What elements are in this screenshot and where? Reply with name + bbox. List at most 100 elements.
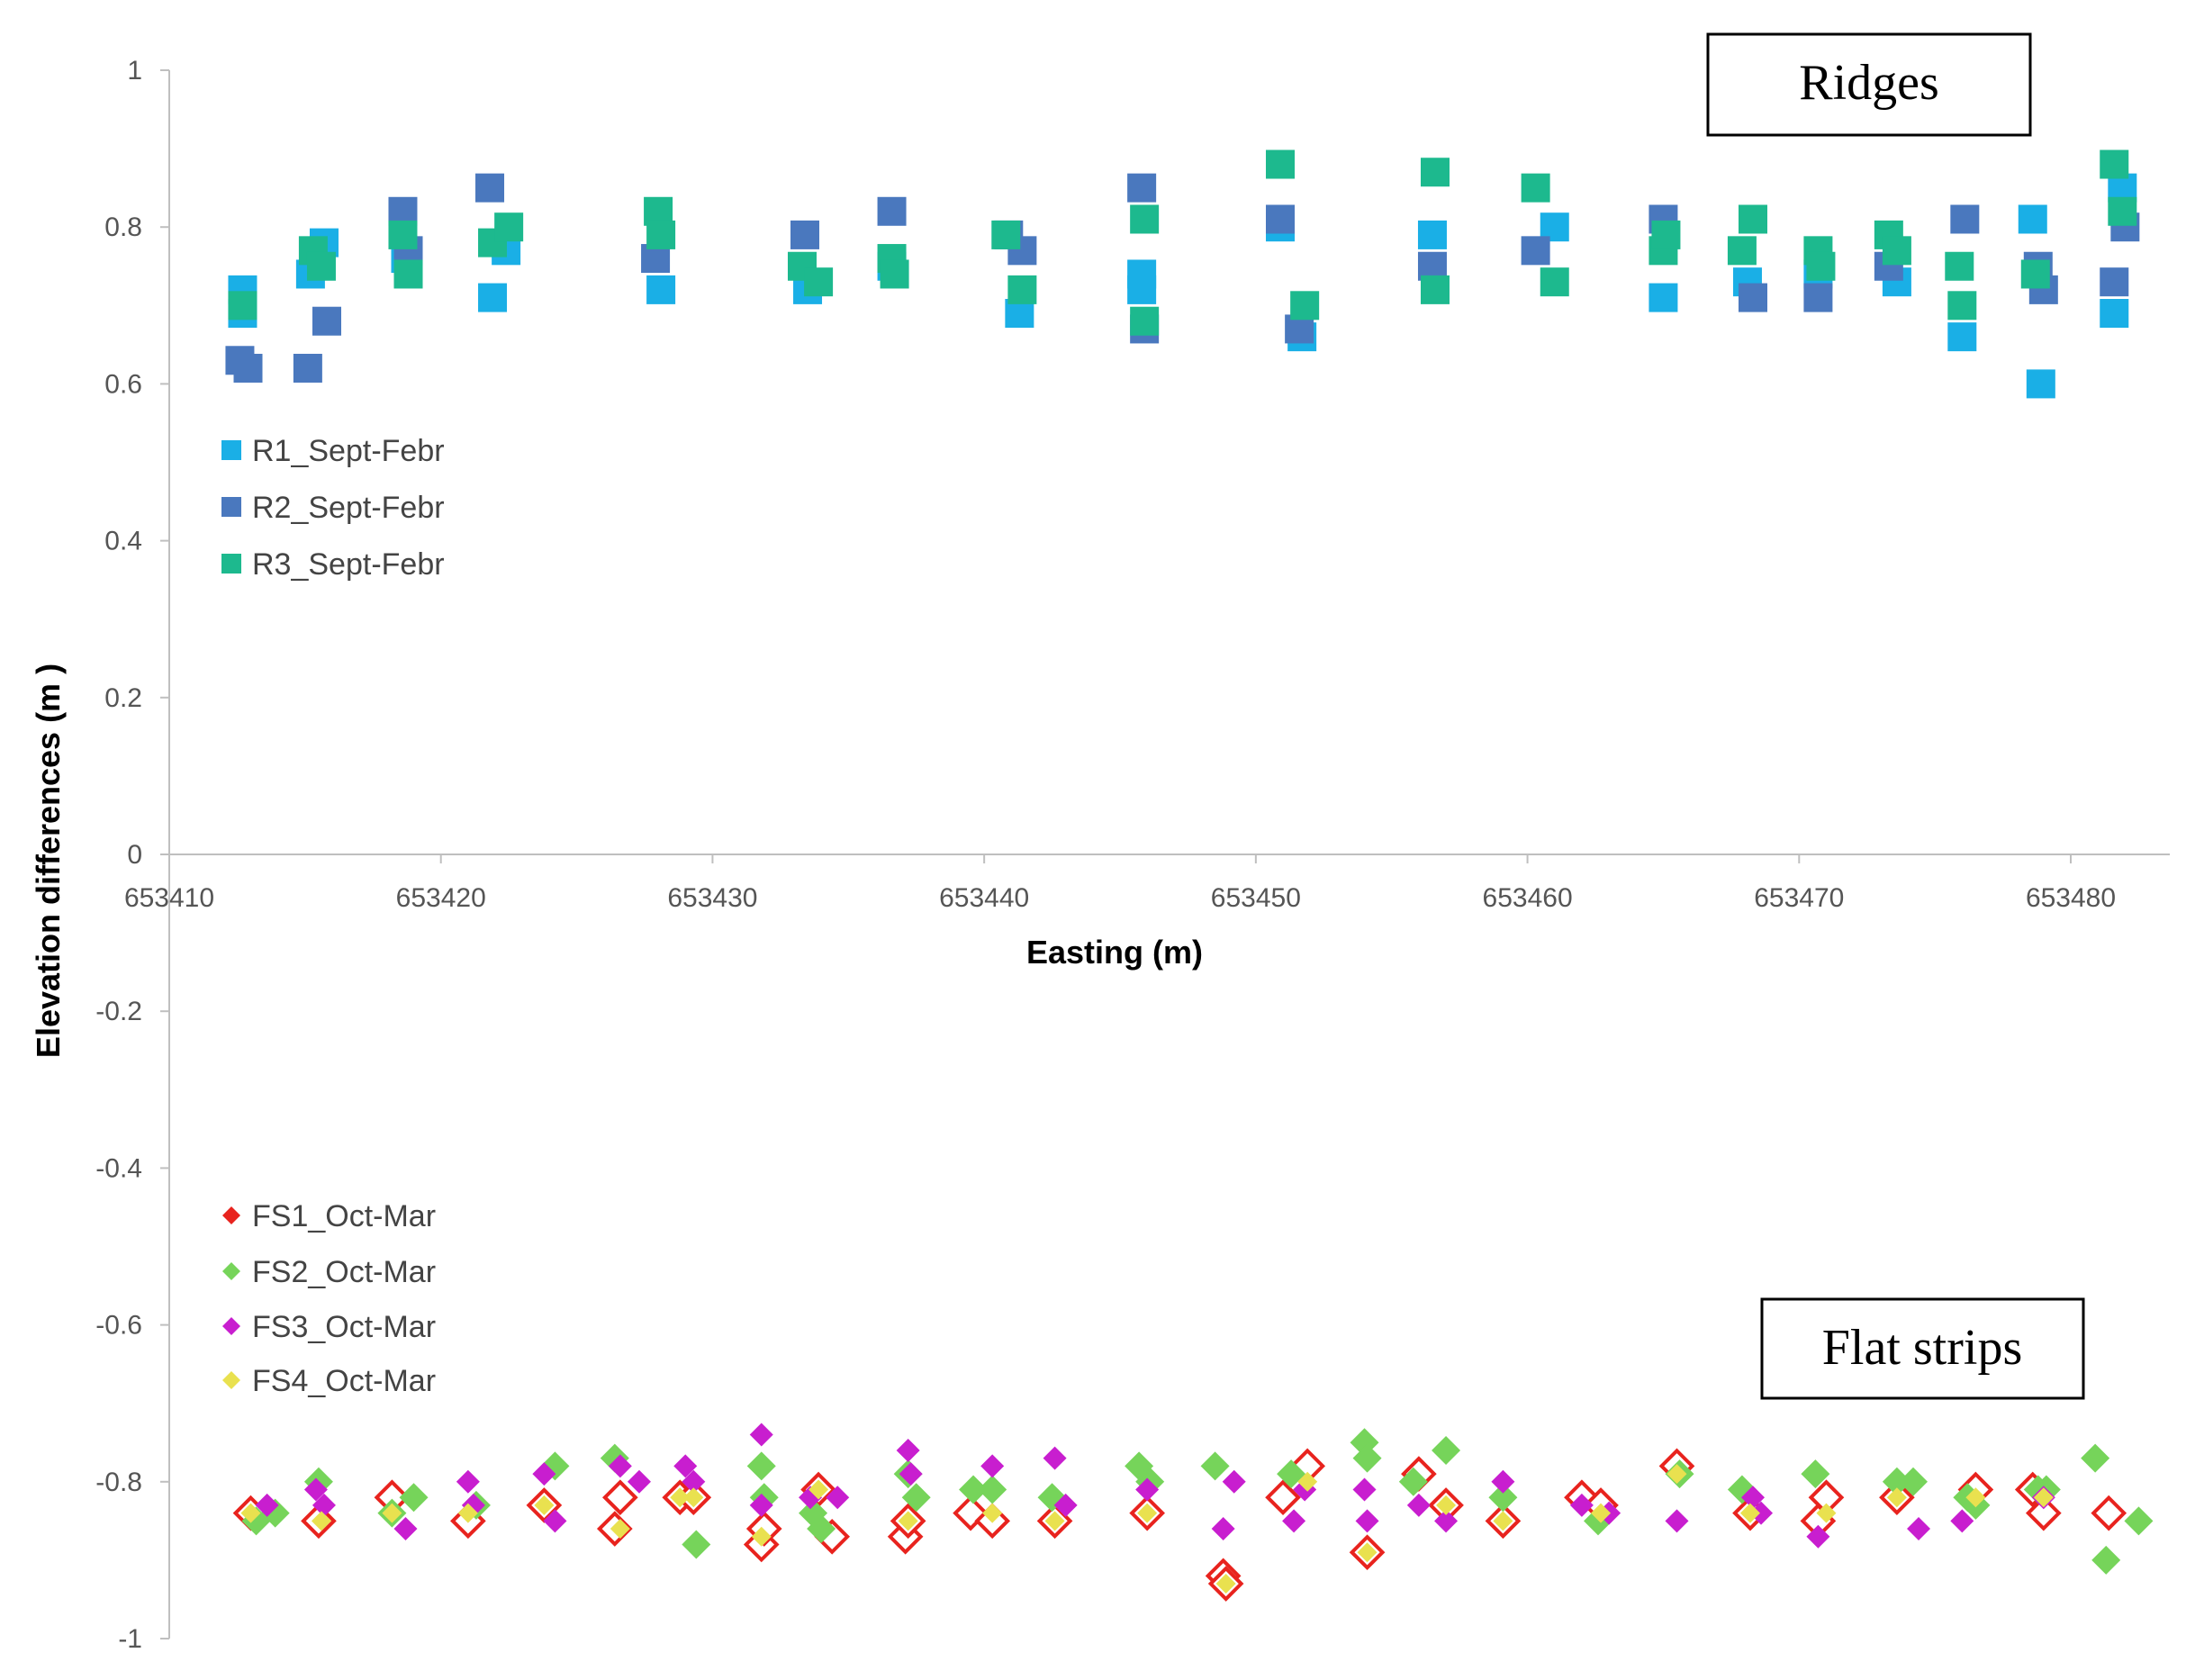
fs3-oct-mar-point <box>980 1454 1005 1478</box>
r3-sept-febr-point <box>1727 236 1757 266</box>
fs4-oct-mar-point <box>982 1503 1003 1523</box>
fs3-oct-mar-point <box>1352 1477 1377 1502</box>
legend-swatch <box>221 497 241 517</box>
fs3-oct-mar-point <box>682 1469 706 1494</box>
fs3-oct-mar-point <box>1355 1509 1379 1533</box>
r3-sept-febr-point <box>1130 306 1160 336</box>
legend-swatch <box>222 1262 240 1280</box>
r3-sept-febr-point <box>880 259 909 289</box>
r3-sept-febr-point <box>1130 204 1160 234</box>
fs3-oct-mar-point <box>255 1493 279 1517</box>
fs3-oct-mar-point <box>899 1462 923 1486</box>
annotation-flat-strips-label: Flat strips <box>1822 1320 2022 1376</box>
fs4-oct-mar-point <box>683 1487 704 1508</box>
fs2-oct-mar-point <box>807 1514 836 1544</box>
r3-sept-febr-point <box>494 212 524 242</box>
fs1-oct-mar-point <box>2091 1495 2127 1531</box>
fs4-oct-mar-point <box>1044 1511 1065 1531</box>
fs4-oct-mar-point <box>1886 1487 1907 1508</box>
r3-sept-febr-point <box>1266 149 1296 179</box>
fs4-oct-mar-point <box>1739 1503 1760 1523</box>
x-tick-label: 653440 <box>939 883 1029 913</box>
r3-sept-febr-point <box>1420 158 1450 187</box>
fs4-oct-mar-point <box>670 1487 691 1508</box>
x-tick-label: 653430 <box>667 883 757 913</box>
x-tick-label: 653420 <box>396 883 486 913</box>
legend: R1_Sept-Febr R2_Sept-Febr R3_Sept-Febr FS1_… <box>221 434 445 1398</box>
r2-sept-febr-point <box>1738 283 1767 312</box>
fs3-oct-mar-point <box>1043 1446 1067 1470</box>
fs1-oct-mar-point <box>2026 1495 2062 1531</box>
fs3-oct-mar-point <box>1135 1477 1160 1502</box>
fs4-oct-mar-point <box>457 1503 478 1523</box>
fs3-oct-mar-point <box>532 1462 556 1486</box>
legend-item-r1-sept-febr: R1_Sept-Febr <box>221 434 445 468</box>
fs2-oct-mar-point <box>959 1475 989 1504</box>
fs4-oct-mar-point <box>808 1479 829 1500</box>
annotation-flat-strips-box <box>1760 1297 2085 1400</box>
legend-swatch <box>222 1206 240 1224</box>
fs3-oct-mar-point <box>393 1517 418 1541</box>
r3-sept-febr-point <box>228 291 257 321</box>
r3-sept-febr-point <box>1806 251 1836 281</box>
fs4-oct-mar-point <box>534 1495 555 1515</box>
r3-sept-febr-point <box>646 220 676 249</box>
y-axis-title: Elevation differences (m ) <box>30 664 67 1058</box>
fs2-oct-mar-point <box>1432 1435 1461 1465</box>
fs4-oct-mar-point <box>311 1511 331 1531</box>
fs2-oct-mar-point <box>1882 1467 1911 1496</box>
fs4-oct-mar-point <box>1965 1487 1986 1508</box>
fs2-oct-mar-point <box>2091 1545 2121 1575</box>
fs4-oct-mar-point <box>1357 1542 1378 1563</box>
legend-label: R3_Sept-Febr <box>252 547 445 582</box>
r2-sept-febr-point <box>1127 173 1157 203</box>
r3-sept-febr-point <box>1945 251 1974 281</box>
fs3-oct-mar-point <box>1282 1509 1306 1533</box>
fs4-oct-mar-point <box>1816 1503 1837 1523</box>
r3-sept-febr-point <box>1290 291 1320 321</box>
fs3-oct-mar-point <box>1491 1469 1515 1494</box>
data-marks <box>225 149 2154 1602</box>
fs4-oct-mar-point <box>1493 1511 1513 1531</box>
fs2-oct-mar-point <box>2124 1506 2154 1536</box>
r2-sept-febr-point <box>877 196 907 226</box>
fs3-oct-mar-point <box>826 1486 850 1510</box>
axes: 1 0.8 0.6 0.4 0.2 0 -0.2 -0.4 -0.6 -0.8 -1 653410 65… <box>95 56 2170 1654</box>
r1-sept-febr-point <box>1648 283 1678 312</box>
fs3-oct-mar-point <box>1434 1509 1459 1533</box>
r3-sept-febr-point <box>1007 275 1037 304</box>
r1-sept-febr-point <box>646 275 676 304</box>
annotation-ridges-label: Ridges <box>1799 55 1939 111</box>
legend-swatch <box>221 440 241 460</box>
r3-sept-febr-point <box>2020 259 2050 289</box>
fs4-oct-mar-point <box>898 1511 918 1531</box>
annotation-flat-strips: Flat strips <box>1760 1297 2085 1400</box>
fs4-oct-mar-point <box>2033 1487 2054 1508</box>
fs3-oct-mar-point <box>673 1454 698 1478</box>
y-tick-label: -0.6 <box>95 1311 142 1341</box>
y-tick-label: -0.8 <box>95 1468 142 1497</box>
y-tick-label: 0.8 <box>104 212 142 242</box>
y-tick-label: -0.2 <box>95 997 142 1026</box>
legend-swatch <box>221 554 241 574</box>
fs3-oct-mar-point <box>303 1477 328 1502</box>
r3-sept-febr-point <box>991 220 1021 249</box>
fs1-oct-mar-point <box>602 1479 638 1516</box>
fs2-oct-mar-point <box>1398 1467 1428 1496</box>
r3-sept-febr-point <box>1738 204 1767 234</box>
r3-sept-febr-point <box>1540 267 1569 297</box>
r3-sept-febr-point <box>804 267 834 297</box>
fs4-oct-mar-point <box>240 1503 261 1523</box>
fs3-oct-mar-point <box>1222 1469 1246 1494</box>
legend-label: R2_Sept-Febr <box>252 491 445 525</box>
y-tick-label: 0.4 <box>104 527 142 556</box>
fs2-oct-mar-point <box>746 1451 776 1481</box>
legend-item-fs1-oct-mar: FS1_Oct-Mar <box>222 1199 436 1233</box>
x-tick-label: 653410 <box>124 883 214 913</box>
x-tick-label: 653480 <box>2026 883 2116 913</box>
fs3-oct-mar-point <box>543 1509 567 1533</box>
fs3-oct-mar-point <box>1406 1493 1431 1517</box>
fs4-oct-mar-point <box>1137 1503 1158 1523</box>
legend-swatch <box>222 1371 240 1389</box>
y-tick-label: 0 <box>127 840 142 870</box>
